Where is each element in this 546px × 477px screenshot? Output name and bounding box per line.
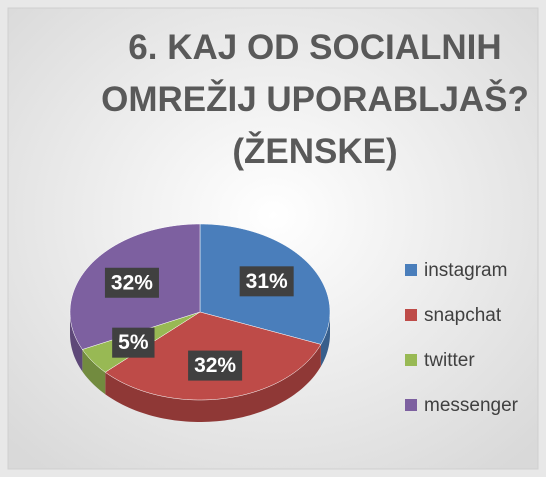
legend-label: snapchat	[424, 305, 502, 326]
legend-swatch	[405, 264, 417, 276]
data-label-text: 32%	[111, 271, 153, 294]
data-label-box	[112, 327, 155, 358]
legend-swatch	[405, 309, 417, 321]
legend-label: instagram	[424, 260, 507, 281]
pie-slice-side	[320, 312, 330, 367]
legend-label: twitter	[424, 350, 475, 371]
data-label: 5%	[112, 327, 155, 358]
data-label: 32%	[188, 350, 243, 381]
data-label-text: 32%	[194, 354, 236, 377]
chart-title: 6. KAJ OD SOCIALNIH OMREŽIJ UPORABLJAŠ? …	[101, 28, 529, 171]
legend-swatch	[405, 354, 417, 366]
legend-label: messenger	[424, 395, 519, 416]
data-label-box	[239, 266, 294, 297]
legend-swatch	[405, 399, 417, 411]
data-label-text: 31%	[246, 270, 288, 293]
pie-slice-side	[105, 344, 321, 422]
data-label-text: 5%	[118, 331, 149, 354]
data-label: 32%	[104, 267, 159, 298]
data-label-box	[104, 267, 159, 298]
data-label: 31%	[239, 266, 294, 297]
data-label-box	[188, 350, 243, 381]
pie-slice-side	[70, 312, 83, 372]
pie-slice-side	[82, 349, 106, 395]
